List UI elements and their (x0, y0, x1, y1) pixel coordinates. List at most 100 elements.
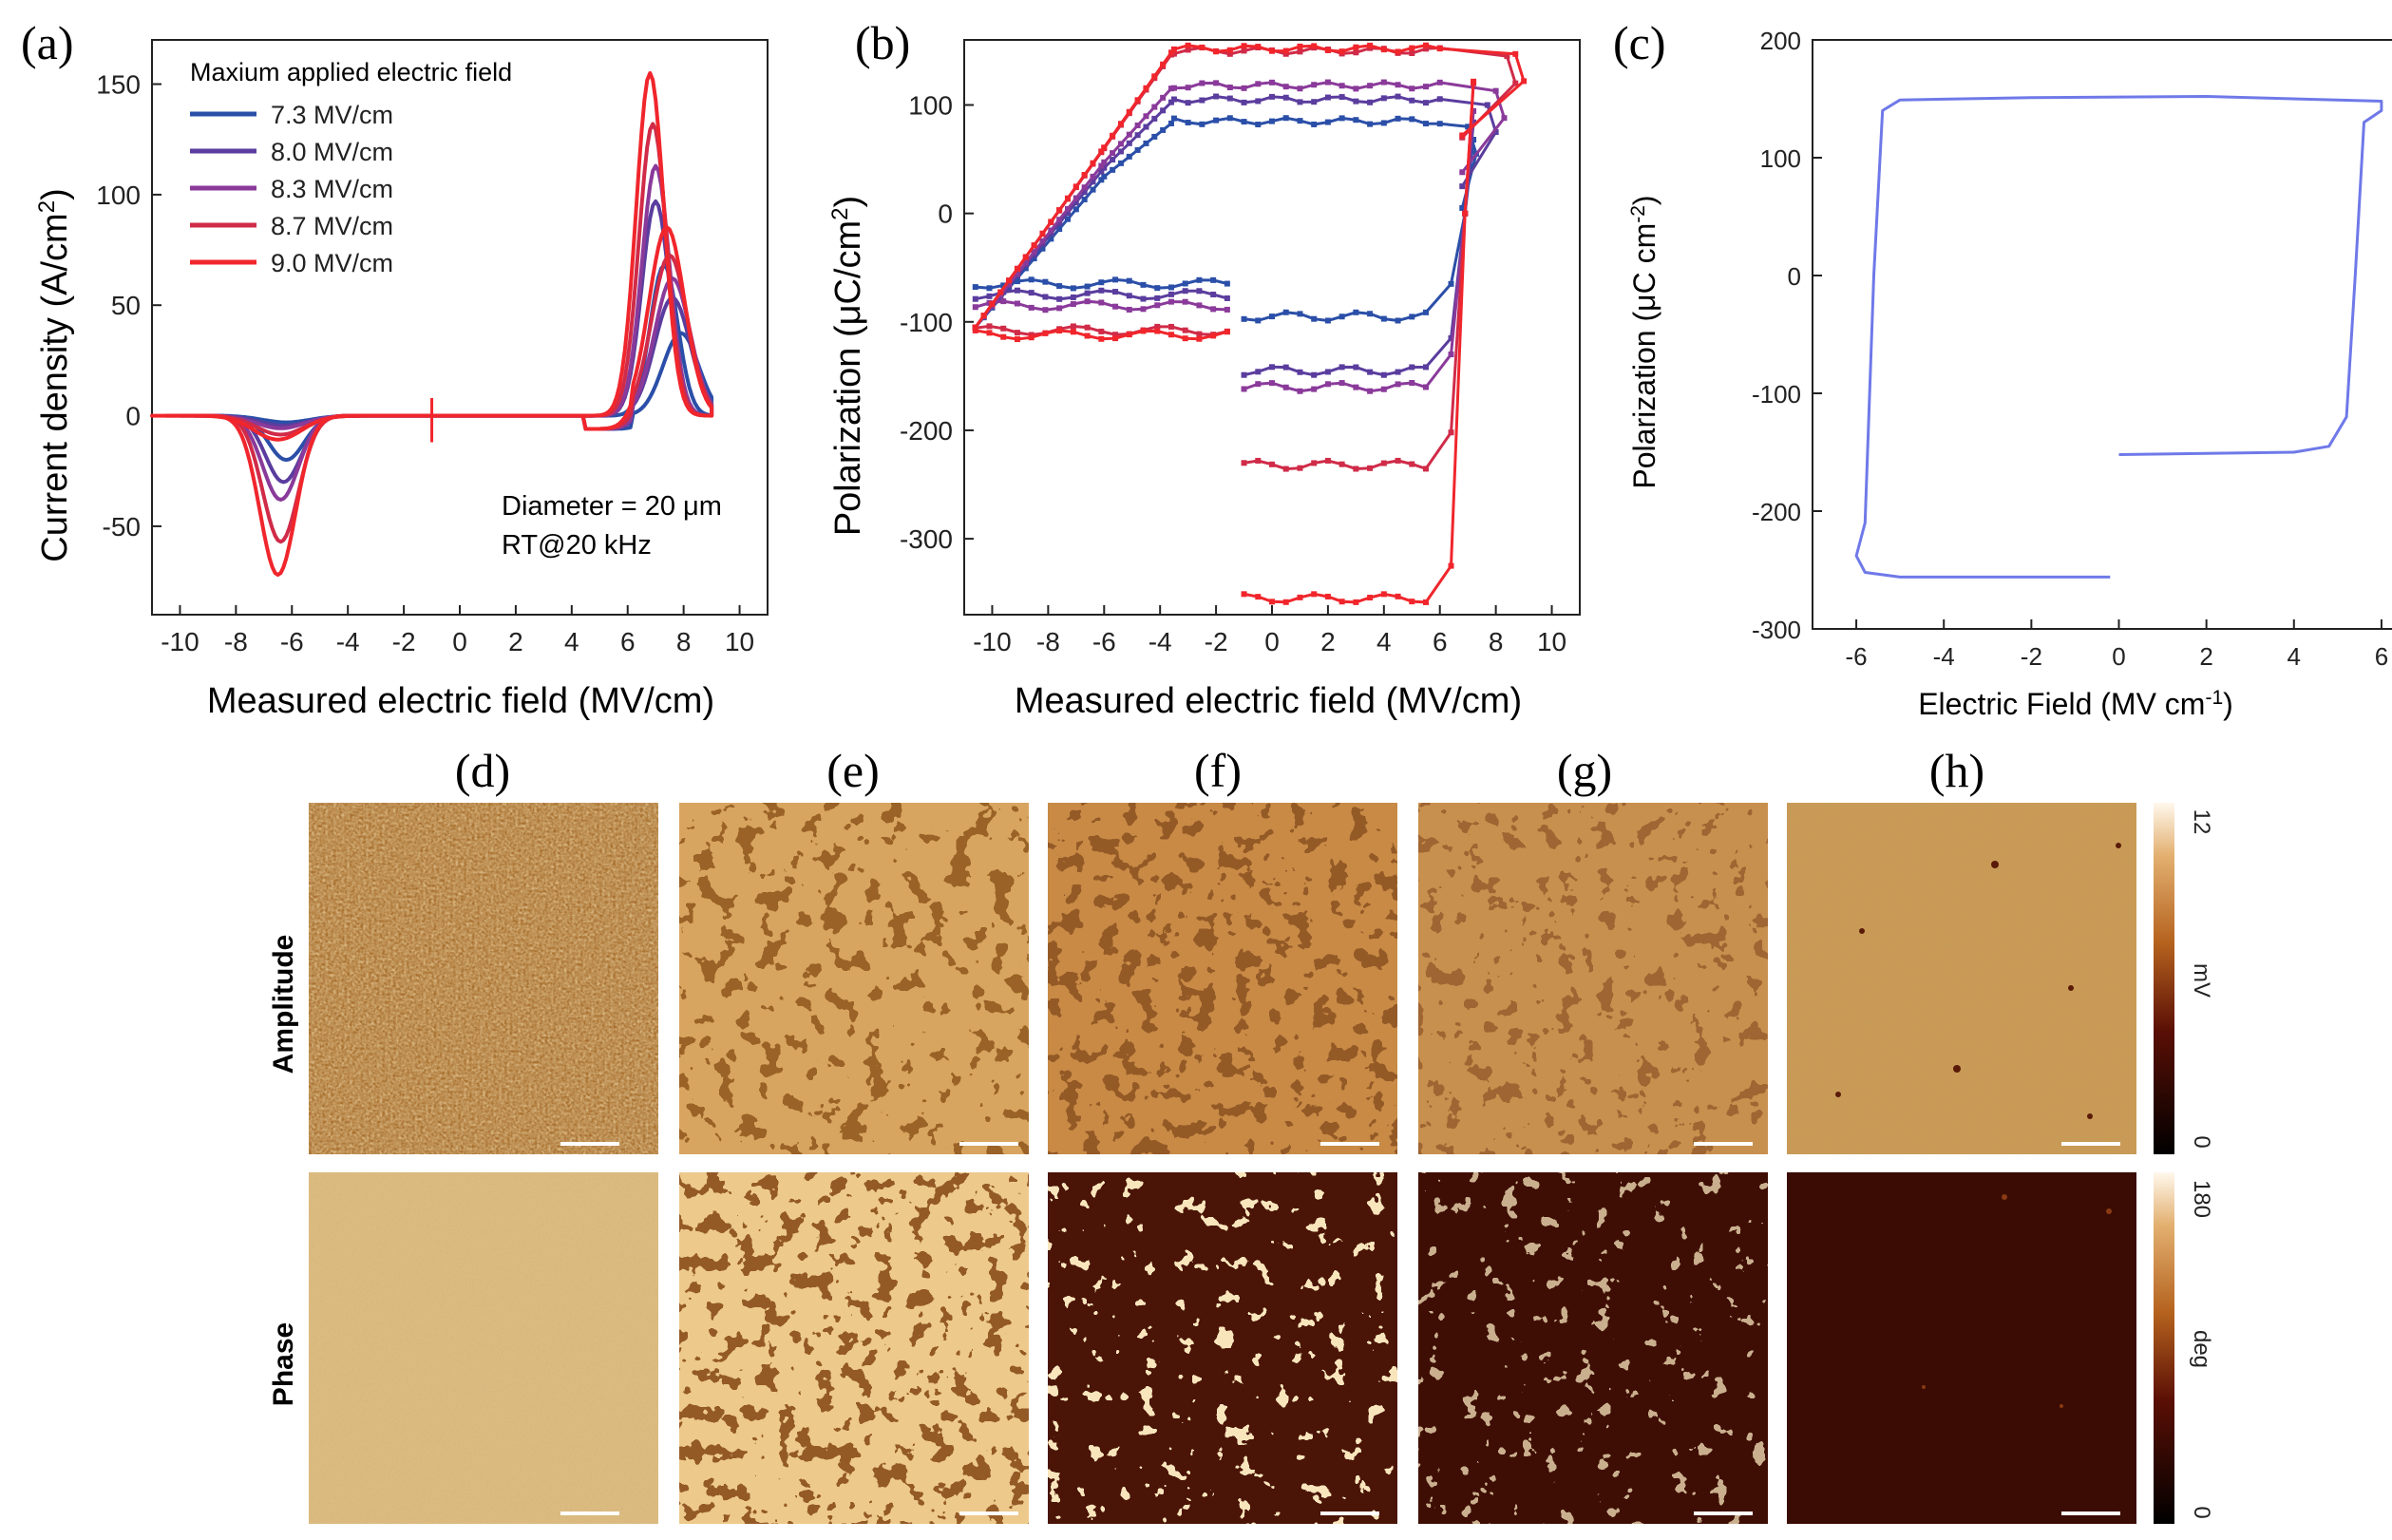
row-label-amplitude: Amplitude (268, 935, 299, 1074)
b-xtick-label: -2 (1205, 627, 1228, 656)
b-left-marker-4 (1014, 336, 1020, 343)
b-marker-2 (1170, 85, 1177, 91)
b-right-marker-1 (1380, 371, 1387, 378)
b-marker-1 (1423, 100, 1429, 106)
b-marker-2 (1014, 270, 1020, 276)
b-marker-1 (1081, 189, 1088, 196)
b-marker-1 (1255, 98, 1262, 105)
b-right-marker-4 (1380, 591, 1387, 598)
b-marker-1 (1039, 240, 1046, 247)
c-ytick-label: 200 (1760, 27, 1801, 55)
b-right-marker-2 (1471, 107, 1477, 114)
b-right-marker-2 (1269, 380, 1275, 387)
b-right-branch-3 (1243, 83, 1475, 471)
b-left-marker-0 (1210, 276, 1217, 283)
b-marker-1 (1168, 99, 1174, 105)
b-marker-2 (1353, 86, 1359, 92)
b-left-marker-1 (1140, 295, 1147, 302)
b-marker-2 (1090, 173, 1096, 180)
b-left-marker-4 (1126, 332, 1132, 338)
b-left-marker-2 (1112, 303, 1119, 310)
b-right-marker-3 (1324, 457, 1331, 464)
b-right-marker-3 (1269, 461, 1275, 467)
a-xtick-label: 2 (508, 627, 523, 656)
b-right-marker-4 (1338, 599, 1345, 605)
b-left-marker-2 (1210, 306, 1217, 313)
b-left-marker-4 (1098, 335, 1105, 342)
b-right-marker-1 (1311, 371, 1318, 378)
b-left-marker-4 (1000, 333, 1007, 340)
a-xtick-label: 8 (676, 627, 692, 656)
b-marker-0 (1064, 216, 1071, 222)
b-right-marker-3 (1353, 466, 1359, 472)
b-left-marker-2 (1056, 305, 1063, 312)
b-right-marker-3 (1367, 465, 1374, 471)
b-marker-1 (1380, 95, 1387, 102)
b-branch-up-1 (974, 94, 1498, 329)
b-marker-0 (1380, 120, 1387, 126)
image-label-e: (e) (826, 744, 880, 797)
b-left-marker-1 (986, 293, 993, 299)
b-marker-4 (1338, 48, 1345, 55)
b-marker-2 (1151, 104, 1158, 110)
b-left-marker-2 (1168, 298, 1174, 305)
b-left-marker-4 (1056, 328, 1063, 334)
b-left-marker-4 (1084, 333, 1091, 339)
b-marker-1 (1324, 94, 1331, 101)
b-right-branch-0 (1243, 139, 1475, 323)
b-marker-4 (1185, 42, 1191, 48)
b-right-marker-1 (1324, 369, 1331, 375)
b-right-marker-3 (1297, 465, 1303, 471)
image-label-h: (h) (1929, 744, 1984, 797)
b-left-marker-3 (1000, 325, 1007, 332)
c-xtick-label: -4 (1933, 642, 1955, 671)
b-marker-4 (1269, 48, 1275, 54)
b-left-marker-4 (986, 330, 993, 336)
b-marker-4 (1101, 144, 1108, 151)
b-marker-2 (1226, 84, 1233, 90)
b-marker-0 (1241, 119, 1247, 125)
a-xtick-label: -4 (336, 627, 360, 656)
b-marker-1 (1269, 93, 1275, 100)
b-left-marker-0 (1084, 283, 1091, 290)
b-marker-0 (1436, 121, 1443, 127)
b-marker-1 (1282, 94, 1289, 101)
b-marker-4 (1213, 48, 1220, 55)
b-right-branch-4 (1243, 81, 1475, 604)
panel-label-c: (c) (1613, 16, 1666, 69)
colorbar-amplitude: 12 mV 0 (2154, 803, 2214, 1154)
b-right-marker-4 (1324, 593, 1331, 599)
b-marker-4 (1226, 47, 1233, 53)
image-h-amplitude (1787, 803, 2136, 1154)
chart-c: (c) -6 -4 -2 0 2 4 6 -300 -200 -100 0 100 200 Electr… (1613, 16, 2392, 721)
xlabel-b: Measured electric field (MV/cm) (1015, 681, 1522, 721)
b-left-marker-1 (972, 295, 978, 302)
b-branch-up-2 (974, 81, 1507, 329)
b-marker-1 (1367, 99, 1374, 105)
b-marker-0 (1459, 204, 1466, 211)
b-right-marker-0 (1255, 317, 1262, 324)
b-left-marker-2 (1140, 306, 1147, 313)
b-marker-2 (1492, 87, 1499, 94)
image-h-phase (1787, 1172, 2136, 1524)
b-marker-2 (1185, 85, 1191, 91)
a-ytick-label: 100 (96, 181, 141, 210)
b-left-marker-1 (1196, 288, 1203, 295)
b-left-marker-3 (986, 323, 993, 330)
b-xtick-label: 0 (1264, 627, 1280, 656)
b-ytick-label: 0 (938, 200, 953, 229)
image-d-phase (309, 1172, 658, 1524)
b-right-marker-3 (1409, 461, 1415, 467)
b-left-marker-2 (972, 304, 978, 311)
b-left-marker-1 (1084, 290, 1091, 296)
b-right-marker-3 (1380, 460, 1387, 466)
b-ytick-label: 100 (908, 90, 953, 120)
b-marker-0 (1255, 122, 1262, 128)
b-marker-2 (1213, 80, 1220, 86)
b-right-marker-0 (1367, 311, 1374, 317)
b-marker-1 (1338, 94, 1345, 101)
b-marker-0 (1409, 116, 1415, 123)
b-marker-0 (1073, 206, 1079, 213)
b-marker-0 (1048, 236, 1054, 242)
b-marker-0 (1282, 115, 1289, 122)
